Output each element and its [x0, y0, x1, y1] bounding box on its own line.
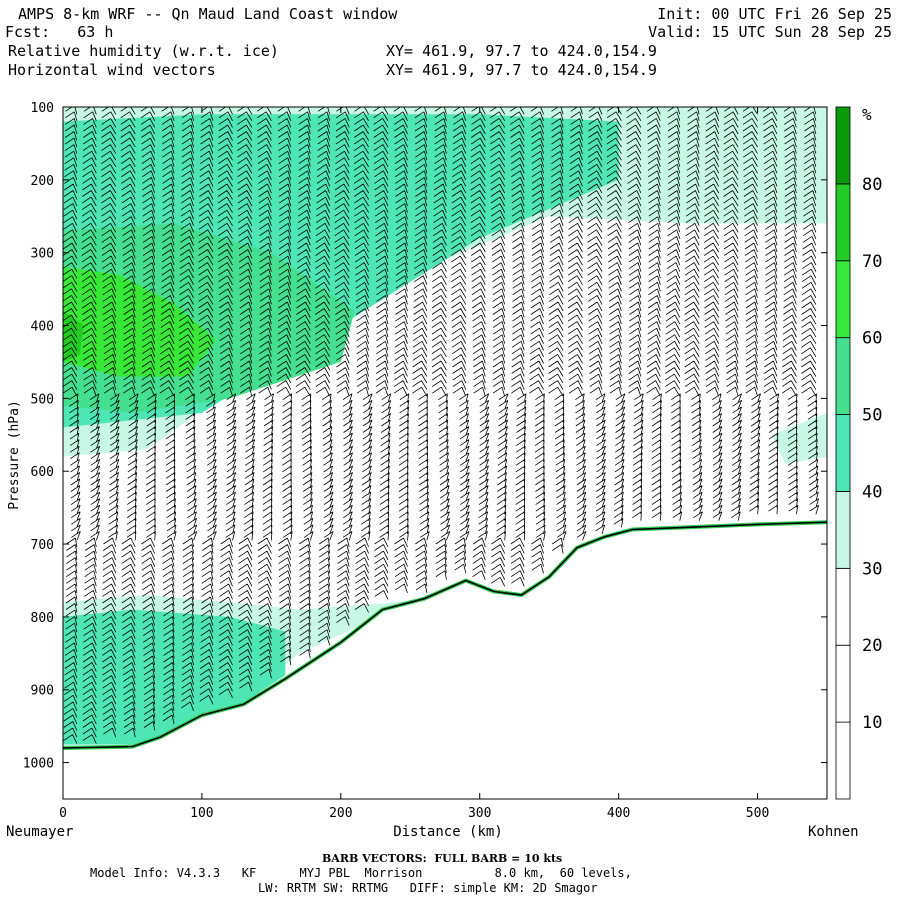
wind-barb-column — [509, 107, 527, 587]
wind-barb-column — [178, 107, 198, 712]
field-vectors-label: Horizontal wind vectors — [8, 61, 216, 79]
model-title: AMPS 8-km WRF -- Qn Maud Land Coast wind… — [18, 5, 398, 23]
wind-barb-column — [217, 107, 237, 698]
colorbar-label: 30 — [862, 559, 882, 579]
wind-barb-column — [101, 107, 120, 738]
fcst-value: 63 h — [77, 23, 114, 41]
wind-barb-column — [393, 107, 410, 594]
colorbar-label: 40 — [862, 482, 882, 502]
init-value: 00 UTC Fri 26 Sep 25 — [711, 5, 892, 23]
wind-barb-column — [431, 107, 451, 580]
wind-barb-column — [256, 107, 274, 679]
wind-barb-column — [276, 107, 293, 666]
xy-fill: XY= 461.9, 97.7 to 424.0,154.9 — [386, 42, 657, 60]
y-tick-label: 300 — [31, 247, 54, 262]
wind-barb-column — [237, 107, 256, 692]
wind-barb-column — [489, 107, 509, 587]
colorbar-bin — [835, 106, 851, 185]
colorbar-label: 80 — [862, 175, 882, 195]
rh-region-7 — [771, 412, 827, 464]
colorbar-label: 70 — [862, 252, 882, 272]
wind-barb-column — [723, 107, 742, 521]
wind-barb-column — [334, 107, 354, 626]
x-tick-label: 200 — [329, 806, 352, 821]
fcst-label: Fcst: — [5, 23, 51, 41]
colorbar-bin — [835, 644, 851, 723]
x-tick-label: 500 — [746, 806, 769, 821]
colorbar-bin — [835, 721, 851, 800]
wind-barb-column — [412, 107, 430, 593]
wind-barb-column — [665, 107, 683, 521]
wind-barb-column — [295, 107, 314, 659]
x-start-label: Neumayer — [6, 824, 73, 840]
wind-barb-column — [548, 107, 567, 554]
init-label: Init: — [657, 5, 703, 23]
x-end-label: Kohnen — [808, 824, 859, 840]
plot-frame — [62, 106, 828, 800]
y-tick-label: 400 — [31, 320, 54, 335]
y-tick-label: 1000 — [23, 757, 54, 772]
colorbar-label: 10 — [862, 713, 882, 733]
forecast-hour: Fcst: 63 h — [5, 23, 113, 41]
wind-barb-column — [314, 107, 334, 646]
x-tick-label: 300 — [468, 806, 491, 821]
model-info-2: LW: RRTM SW: RRTMG DIFF: simple KM: 2D S… — [258, 881, 598, 895]
wind-barb-column — [159, 107, 177, 725]
wind-barb-column — [373, 107, 392, 600]
model-info-1: Model Info: V4.3.3 KF MYJ PBL Morrison 8… — [90, 866, 632, 880]
field-fill-label: Relative humidity (w.r.t. ice) — [8, 42, 279, 60]
wind-barb-column — [587, 107, 606, 535]
x-tick-label: 0 — [59, 806, 67, 821]
y-tick-label: 800 — [31, 611, 54, 626]
wind-barb-column — [470, 107, 490, 580]
y-tick-label: 700 — [31, 538, 54, 553]
terrain-line — [63, 521, 827, 749]
wind-barb-column — [626, 107, 644, 521]
x-tick-label: 400 — [607, 806, 630, 821]
wind-barb-column — [781, 107, 799, 515]
colorbar-label: 60 — [862, 329, 882, 349]
colorbar-bin — [835, 567, 851, 646]
rh-region-3 — [63, 267, 216, 377]
x-axis-label: Distance (km) — [393, 824, 503, 840]
wind-barb-column — [353, 107, 373, 613]
colorbar-bin — [835, 260, 851, 339]
valid-time: Valid: 15 UTC Sun 28 Sep 25 — [648, 23, 892, 41]
y-tick-label: 900 — [31, 684, 54, 699]
wind-barb-column — [63, 107, 81, 744]
x-tick-label: 100 — [190, 806, 213, 821]
wind-barb-column — [81, 107, 101, 744]
wind-barb-column — [567, 107, 587, 541]
colorbar-bin — [835, 491, 851, 569]
y-tick-label: 200 — [31, 174, 54, 189]
terrain-mask — [63, 522, 827, 799]
y-tick-label: 100 — [31, 101, 54, 116]
wind-barb-column — [529, 107, 546, 574]
xy-vectors: XY= 461.9, 97.7 to 424.0,154.9 — [386, 61, 657, 79]
wind-barb-column — [198, 107, 217, 705]
wind-barb-column — [742, 107, 761, 515]
valid-label: Valid: — [648, 23, 703, 41]
init-time: Init: 00 UTC Fri 26 Sep 25 — [657, 5, 892, 23]
wind-barb-column — [120, 107, 139, 738]
wind-barb-column — [703, 107, 723, 521]
valid-value: 15 UTC Sun 28 Sep 25 — [711, 23, 892, 41]
colorbar-bin — [835, 337, 851, 415]
colorbar-bin — [835, 414, 851, 492]
colorbar-label: 20 — [862, 636, 882, 656]
wind-barb-column — [762, 107, 780, 515]
colorbar-label: 50 — [862, 406, 882, 426]
colorbar-unit: % — [862, 105, 872, 124]
wind-barb-column — [684, 107, 703, 521]
wind-barb-column — [140, 107, 157, 731]
y-tick-label: 500 — [31, 392, 54, 407]
wind-barb-column — [801, 107, 820, 515]
y-tick-label: 600 — [31, 465, 54, 480]
barb-note: BARB VECTORS: FULL BARB = 10 kts — [322, 852, 563, 865]
y-axis-label: Pressure (hPa) — [7, 400, 22, 510]
colorbar-bin — [835, 183, 851, 262]
wind-barb-column — [646, 107, 662, 521]
wind-barb-column — [451, 107, 470, 574]
